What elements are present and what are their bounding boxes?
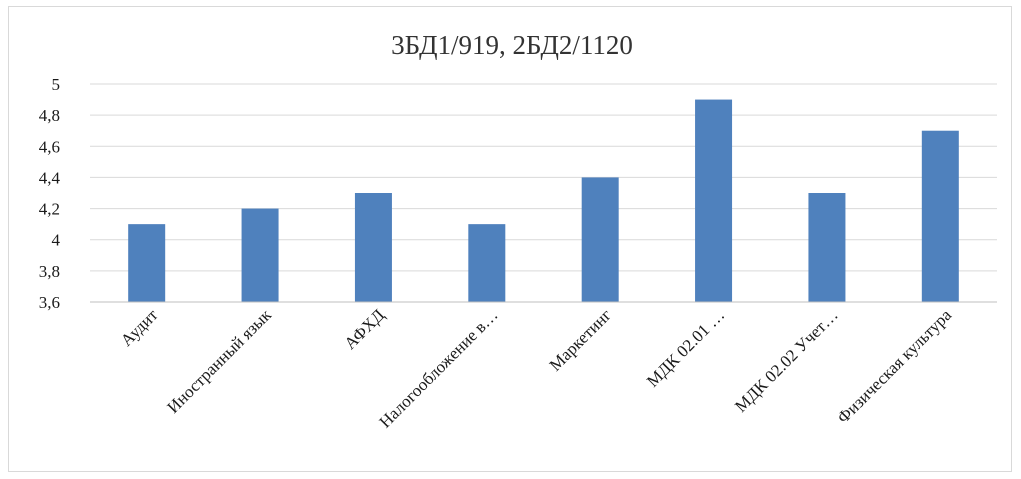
y-tick-label: 4,8 [39, 106, 60, 125]
x-axis-labels: Аудит Иностранный язык АФХДНалогообложение… [117, 305, 956, 432]
bar [581, 177, 619, 302]
bar [921, 130, 959, 302]
bar [241, 208, 279, 302]
y-tick-label: 4,2 [39, 200, 60, 219]
bar [128, 224, 166, 302]
y-tick-label: 3,8 [39, 262, 60, 281]
y-tick-label: 3,6 [39, 293, 60, 312]
y-tick-label: 5 [52, 75, 61, 94]
chart-title: 3БД1/919, 2БД2/1120 [391, 30, 633, 60]
bar [808, 193, 846, 302]
x-category-label: Аудит [117, 305, 162, 350]
x-category-label: Физическая культура [833, 305, 955, 427]
y-axis-ticks: 3,6 3,8 4 4,2 4,4 4,6 4,8 5 [39, 75, 61, 312]
x-category-label: МДК 02.02 Учет… [731, 305, 842, 416]
y-tick-label: 4 [52, 231, 61, 250]
y-tick-label: 4,4 [39, 168, 61, 187]
bar [695, 99, 733, 302]
y-tick-label: 4,6 [39, 137, 60, 156]
gridlines [90, 83, 997, 272]
x-category-label: Иностранный язык [163, 305, 275, 417]
x-category-label: Маркетинг [546, 305, 615, 374]
bar [468, 224, 506, 302]
x-category-label: АФХД [341, 305, 389, 353]
bars [128, 99, 959, 302]
x-category-label: Налогообложение в… [376, 305, 502, 431]
bar [354, 193, 392, 302]
x-category-label: МДК 02.01 … [643, 305, 728, 390]
